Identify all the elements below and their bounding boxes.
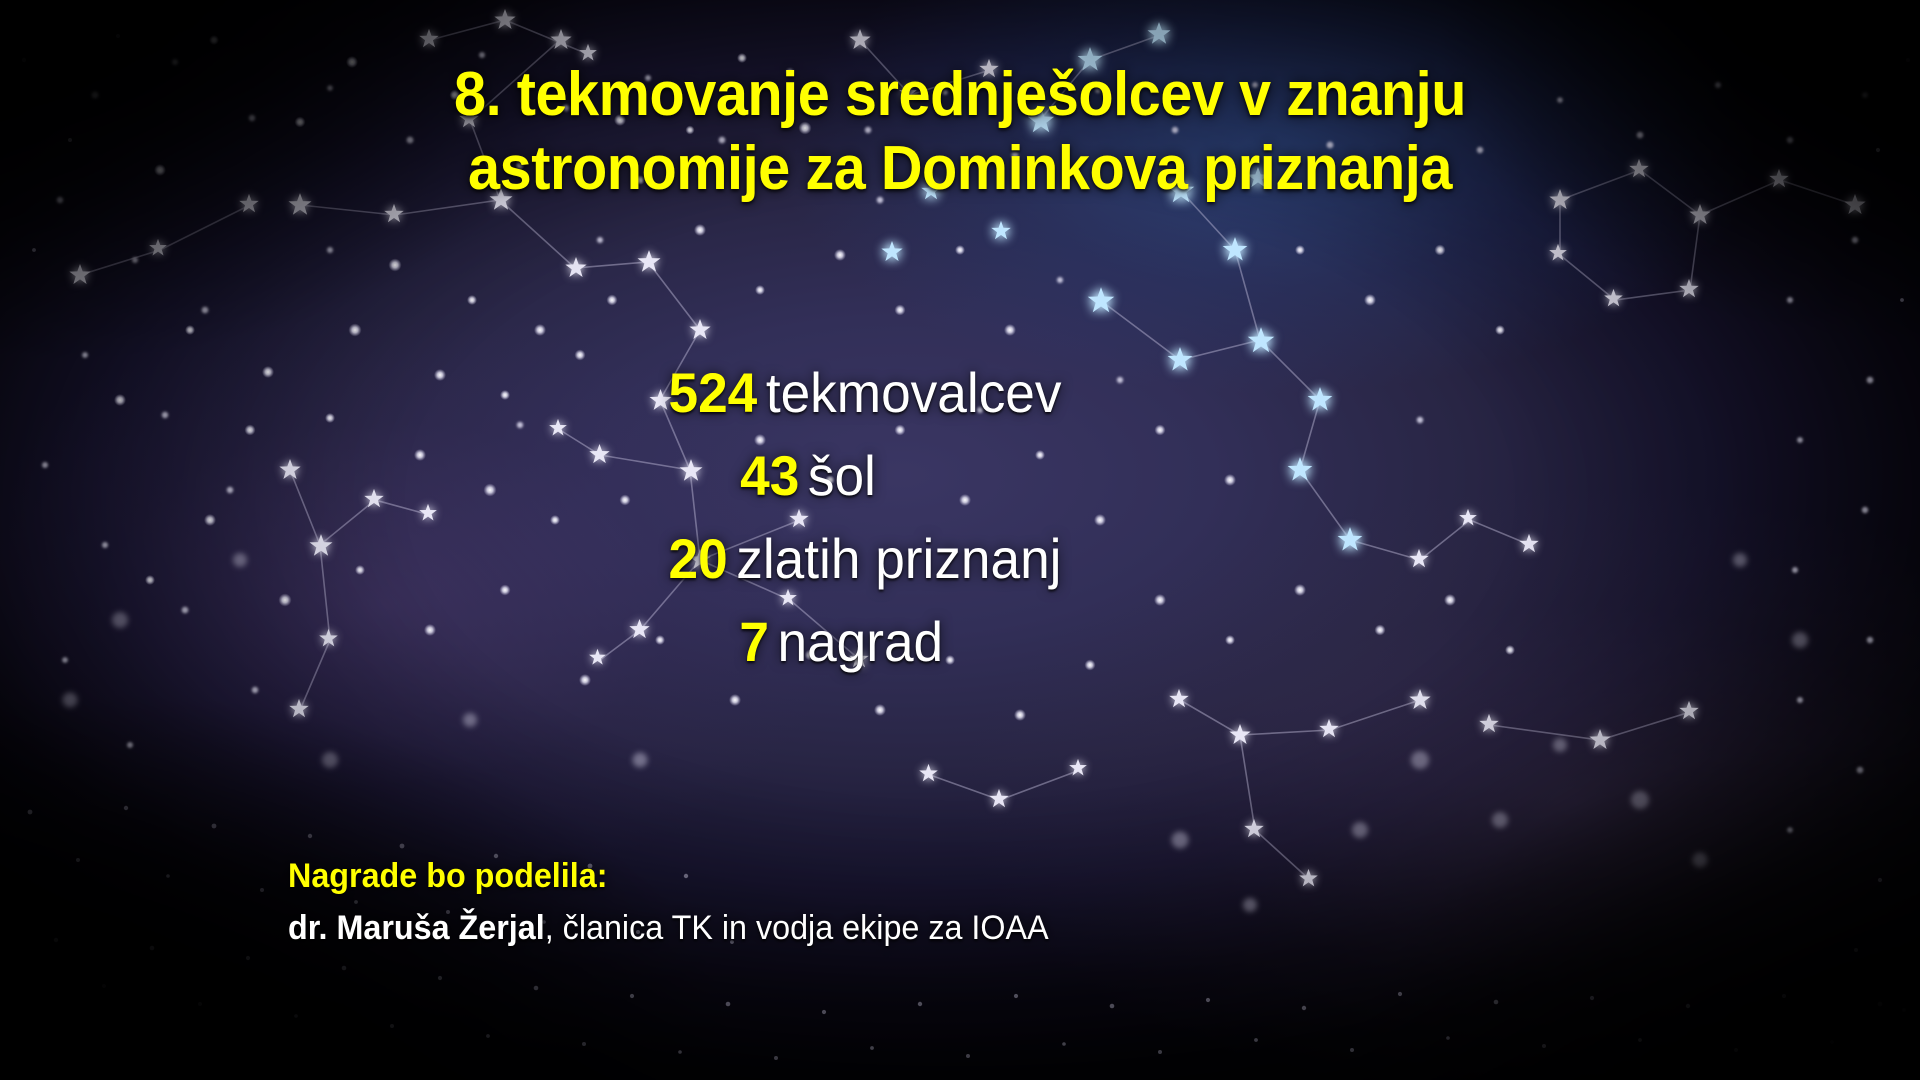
stat-number: 524 [668, 361, 758, 424]
title-line-2: astronomije za Dominkova priznanja [468, 134, 1452, 204]
stat-label: nagrad [777, 609, 944, 673]
stat-number: 43 [740, 443, 800, 507]
stat-number: 20 [668, 526, 728, 590]
stat-row: 20 zlatih priznanj [48, 518, 1872, 601]
stat-row: 43 šol [48, 435, 1872, 518]
stat-label: zlatih priznanj [736, 526, 1062, 590]
presenter-role: , članica TK in vodja ekipe za IOAA [544, 909, 1049, 948]
title-line-1: 8. tekmovanje srednješolcev v znanju [454, 60, 1466, 129]
presenter-block: Nagrade bo podelila: dr. Maruša Žerjal, … [288, 854, 1049, 952]
stat-label: šol [807, 443, 876, 507]
statistics-list: 524 tekmovalcev 43 šol 20 zlatih priznanj 7… [0, 352, 1920, 684]
presenter-name: dr. Maruša Žerjal [288, 909, 545, 948]
presenter-line: dr. Maruša Žerjal, članica TK in vodja e… [288, 906, 1049, 952]
stat-row: 524 tekmovalcev [48, 352, 1872, 435]
presenter-heading: Nagrade bo podelila: [288, 857, 608, 896]
stat-row: 7 nagrad [48, 601, 1872, 684]
stat-number: 7 [739, 609, 769, 673]
stat-label: tekmovalcev [765, 361, 1062, 424]
slide-title: 8. tekmovanje srednješolcev v znanju ast… [67, 58, 1853, 207]
